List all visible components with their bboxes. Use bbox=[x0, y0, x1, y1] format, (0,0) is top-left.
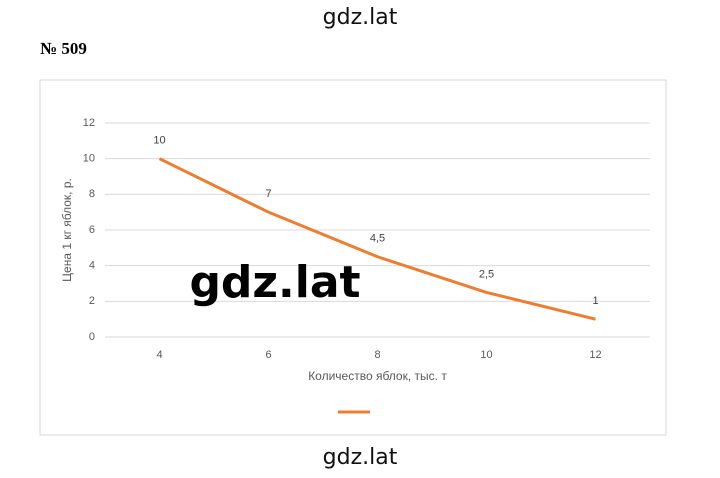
y-tick-label: 10 bbox=[83, 153, 95, 165]
problem-number: № 509 bbox=[40, 39, 87, 58]
y-tick-label: 12 bbox=[83, 117, 95, 129]
data-label: 4,5 bbox=[370, 233, 385, 245]
series-line bbox=[158, 157, 596, 321]
y-tick-label: 4 bbox=[89, 260, 95, 272]
x-tick-label: 12 bbox=[589, 349, 601, 361]
watermark: gdz.lat bbox=[323, 445, 398, 470]
x-tick-label: 4 bbox=[156, 349, 162, 361]
y-tick-label: 8 bbox=[89, 188, 95, 200]
y-tick-label: 6 bbox=[89, 224, 95, 236]
x-tick-label: 10 bbox=[480, 349, 492, 361]
plot: 0 2 4 6 8 10 12 4 6 8 10 12 Количество яблок, тыс. т… bbox=[60, 117, 650, 383]
chart-frame bbox=[39, 79, 667, 436]
x-axis-title: Количество яблок, тыс. т bbox=[308, 369, 447, 383]
x-tick-label: 8 bbox=[374, 349, 380, 361]
x-tick-label: 6 bbox=[265, 349, 271, 361]
data-label: 1 bbox=[592, 295, 598, 307]
watermark: gdz.lat bbox=[323, 5, 398, 30]
data-label: 2,5 bbox=[479, 268, 494, 280]
data-label: 10 bbox=[153, 135, 165, 147]
data-label: 7 bbox=[265, 188, 271, 200]
y-tick-label: 0 bbox=[89, 331, 95, 343]
watermark: gdz.lat bbox=[189, 257, 360, 308]
y-tick-label: 2 bbox=[89, 295, 95, 307]
y-axis-title: Цена 1 кг яблок, р. bbox=[60, 178, 74, 282]
